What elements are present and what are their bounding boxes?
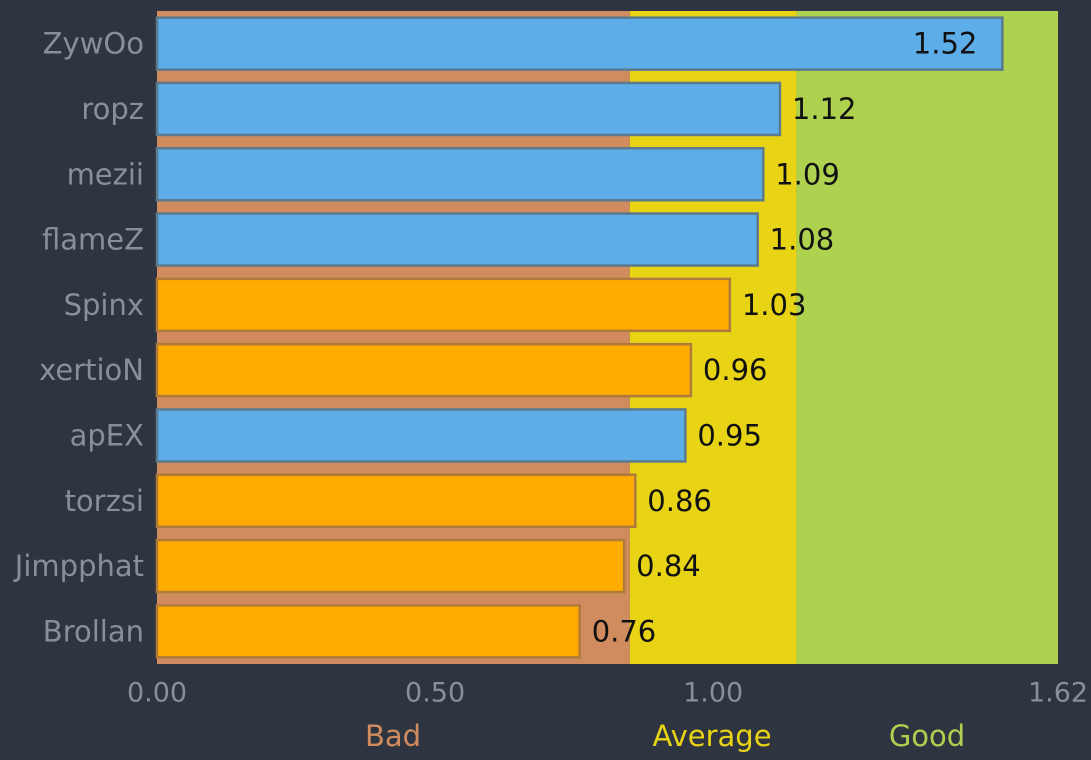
x-tick-label: 1.00: [683, 678, 743, 709]
y-tick-label: xertioN: [39, 353, 144, 387]
value-label-flamez: 1.08: [770, 223, 835, 257]
zone-labels-group: Bad Average Good: [365, 719, 965, 753]
bar-ropz: [155, 81, 782, 137]
zone-label-average: Average: [652, 719, 771, 753]
value-labels-group: 1.52 1.12 1.09 1.08 1.03 0.96 0.95 0.86 0.84 0.76: [592, 27, 978, 649]
y-tick-label: mezii: [67, 157, 144, 191]
bar-xertion: [155, 342, 693, 398]
bar-mezii: [155, 147, 765, 202]
bars-group: [155, 16, 1004, 659]
y-tick-label: Spinx: [64, 288, 144, 322]
bar-flamez: [155, 212, 759, 267]
y-tick-label: torzsi: [65, 484, 144, 518]
zone-label-bad: Bad: [365, 719, 421, 753]
y-tick-label: Jimpphat: [13, 549, 144, 583]
y-tick-label: apEX: [70, 418, 144, 452]
y-tick-label: ZywOo: [43, 27, 144, 61]
zone-label-good: Good: [889, 719, 965, 753]
value-label-ropz: 1.12: [792, 92, 857, 126]
value-label-xertion: 0.96: [703, 353, 768, 387]
value-label-mezii: 1.09: [775, 157, 840, 191]
y-tick-label: flameZ: [42, 223, 144, 257]
bar-jimpphat: [155, 538, 626, 594]
bar-spinx: [155, 277, 732, 333]
bar-torzsi: [155, 473, 637, 528]
bar-apex: [155, 408, 687, 463]
x-tick-labels-group: 0.00 0.50 1.00 1.62: [127, 678, 1088, 709]
value-label-jimpphat: 0.84: [636, 549, 701, 583]
y-tick-label: ropz: [81, 92, 144, 126]
x-tick-label: 1.62: [1028, 678, 1088, 709]
zone-good: [796, 11, 1058, 664]
bar-zywoo: [155, 16, 1004, 71]
y-tick-labels-group: ZywOo ropz mezii flameZ Spinx xertioN apEX torz…: [13, 27, 144, 649]
x-tick-label: 0.50: [405, 678, 465, 709]
value-label-apex: 0.95: [697, 418, 762, 452]
value-label-zywoo: 1.52: [913, 27, 978, 61]
value-label-brollan: 0.76: [592, 614, 657, 648]
bar-brollan: [155, 604, 581, 659]
value-label-spinx: 1.03: [742, 288, 807, 322]
x-tick-label: 0.00: [127, 678, 187, 709]
y-tick-label: Brollan: [43, 614, 144, 648]
value-label-torzsi: 0.86: [647, 484, 712, 518]
